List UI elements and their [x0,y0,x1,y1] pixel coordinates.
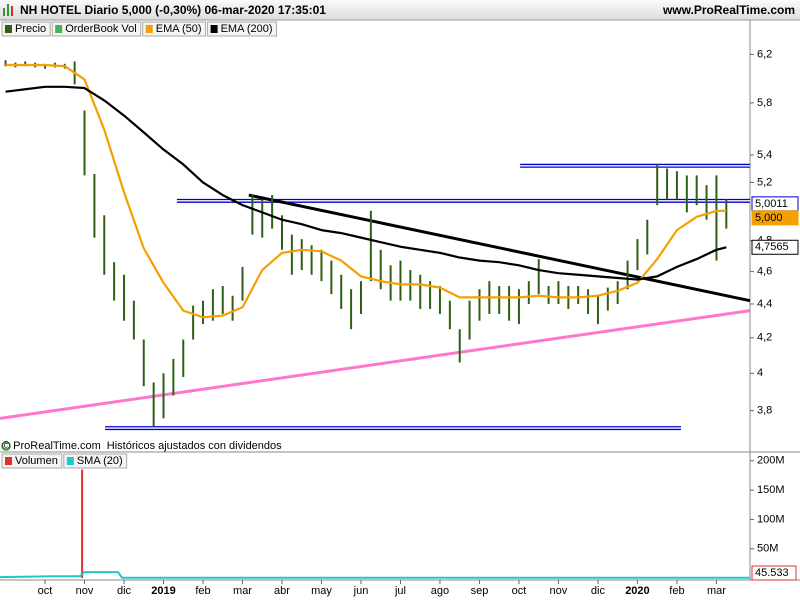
y-tick-label: 5,8 [757,97,772,109]
indicator-line [0,571,750,579]
indicator-line [5,85,727,281]
legend-swatch [210,25,218,33]
legend-label: SMA (20) [77,455,123,467]
x-tick-label: mar [233,585,252,597]
x-tick-label: nov [76,585,94,597]
legend-item [207,21,278,37]
trend-line [0,309,751,420]
legend-swatch [5,457,12,465]
x-tick-label: 2019 [151,585,175,597]
x-tick-label: jun [353,585,369,597]
volume-bar [81,469,84,578]
x-tick-label: feb [669,585,684,597]
credit-icon [1,441,11,451]
x-tick-label: oct [38,585,53,597]
trend-line [248,193,751,303]
legend-swatch [66,457,74,465]
legend-label: EMA (50) [156,23,202,35]
last-value-label: 5,000 [755,212,783,224]
legend-label: OrderBook Vol [65,23,137,35]
y-tick-label: 6,2 [757,48,772,60]
y-tick-label: 100M [757,513,785,525]
y-tick-label: 4,2 [757,332,772,344]
legend-label: Volumen [15,455,58,467]
y-tick-label: 200M [757,455,785,467]
y-tick-label: 150M [757,484,785,496]
x-tick-label: abr [274,585,290,597]
legend-item [1,21,51,37]
y-tick-label: 3,8 [757,405,772,417]
header-bar [0,0,800,20]
x-tick-label: oct [512,585,527,597]
x-tick-label: mar [707,585,726,597]
x-tick-label: jul [394,585,406,597]
app-icon [3,4,13,16]
legend-item [142,21,207,37]
credit: © ProRealTime.com [2,440,101,452]
y-tick-label: 4,6 [757,266,772,278]
legend-item [63,453,128,469]
last-value-box [751,239,799,255]
x-tick-label: may [311,585,332,597]
x-tick-label: nov [550,585,568,597]
header-site[interactable]: www.ProRealTime.com [662,3,795,17]
x-tick-label: 2020 [625,585,649,597]
x-tick-label: dic [117,585,132,597]
y-tick-label: 4,4 [757,298,772,310]
x-tick-label: ago [431,585,449,597]
x-tick-label: dic [591,585,606,597]
last-volume-label: 45.533 [755,567,789,579]
legend-swatch [145,25,153,33]
legend-swatch [55,25,63,33]
y-tick-label: 5,4 [757,149,772,161]
legend-swatch [5,25,12,33]
annotation: Históricos ajustados con dividendos [107,440,282,452]
legend-label: Precio [15,23,46,35]
x-tick-label: sep [471,585,489,597]
last-volume-box [751,565,797,581]
last-value-box [751,210,799,226]
y-tick-label: 50M [757,543,778,555]
y-tick-label: 4 [757,367,763,379]
last-value-label: 4,7565 [755,241,789,253]
header-title: NH HOTEL Diario 5,000 (-0,30%) 06-mar-20… [20,3,326,17]
indicator-line [5,63,727,319]
y-tick-label: 5,2 [757,176,772,188]
legend-item [1,453,63,469]
legend-label: EMA (200) [221,23,273,35]
x-tick-label: feb [195,585,210,597]
legend-item [51,21,142,37]
last-value-label: 5,0011 [755,198,788,210]
